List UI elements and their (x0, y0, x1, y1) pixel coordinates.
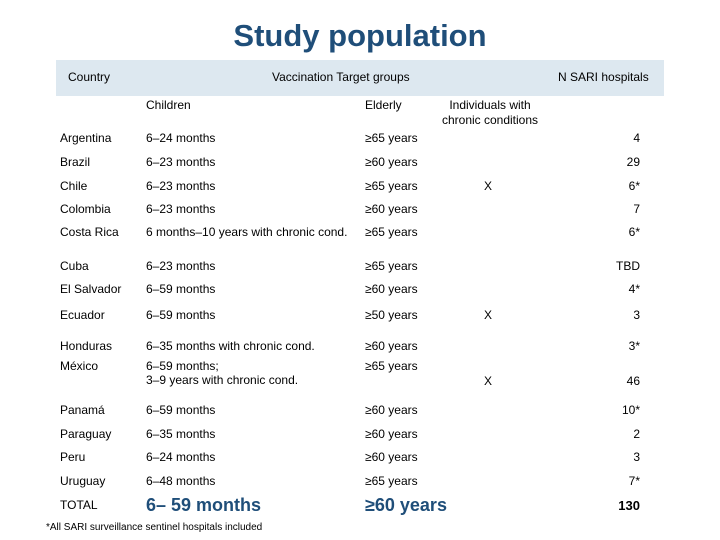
row-children: 6–59 months (146, 403, 216, 417)
row-hospitals: 29 (626, 155, 640, 169)
row-country: Peru (60, 450, 86, 464)
row-hospitals: 4* (628, 282, 640, 296)
row-country: México (60, 359, 99, 373)
row-children: 6–24 months (146, 131, 216, 145)
row-chronic: X (484, 179, 493, 193)
row-country: Cuba (60, 259, 89, 273)
row-hospitals: 7* (628, 474, 640, 488)
row-children: 6–23 months (146, 202, 216, 216)
total-hospitals: 130 (618, 498, 640, 513)
row-children: 6 months–10 years with chronic cond. (146, 225, 348, 239)
row-children: 6–48 months (146, 474, 216, 488)
page-title: Study population (233, 18, 487, 53)
row-elderly: ≥60 years (365, 403, 418, 417)
total-elderly: ≥60 years (365, 495, 447, 515)
row-hospitals: 6* (628, 179, 640, 193)
row-hospitals: 10* (621, 403, 640, 417)
row-elderly: ≥65 years (365, 179, 418, 193)
row-elderly: ≥60 years (365, 450, 418, 464)
row-hospitals: 4 (633, 131, 640, 145)
row-country: Colombia (60, 202, 111, 216)
header-band (56, 60, 664, 96)
row-hospitals: 3 (633, 308, 640, 322)
header-elderly: Elderly (365, 98, 402, 112)
row-elderly: ≥65 years (365, 131, 418, 145)
row-country: Paraguay (60, 427, 112, 441)
row-children: 6–23 months (146, 155, 216, 169)
header-country: Country (68, 70, 111, 84)
row-country: El Salvador (60, 282, 122, 296)
header-children: Children (146, 98, 191, 112)
header-chronic: Individuals with chronic conditions (441, 98, 539, 127)
total-label: TOTAL (60, 498, 98, 512)
row-children: 6–59 months (146, 308, 216, 322)
row-country: Panamá (60, 403, 105, 417)
total-children: 6– 59 months (146, 495, 262, 515)
row-country: Argentina (60, 131, 112, 145)
row-country: Chile (60, 179, 88, 193)
row-hospitals: 6* (628, 225, 640, 239)
row-children-line2: 3–9 years with chronic cond. (146, 373, 299, 387)
header-vaccination-groups: Vaccination Target groups (272, 70, 410, 84)
row-elderly: ≥60 years (365, 282, 418, 296)
row-hospitals: 2 (633, 427, 640, 441)
row-elderly: ≥50 years (365, 308, 418, 322)
row-chronic: X (484, 308, 493, 322)
row-children: 6–35 months with chronic cond. (146, 339, 315, 353)
row-country: Costa Rica (60, 225, 119, 239)
row-children: 6–23 months (146, 259, 216, 273)
row-children: 6–35 months (146, 427, 216, 441)
row-country: Honduras (60, 339, 113, 353)
row-elderly: ≥60 years (365, 339, 418, 353)
row-elderly: ≥60 years (365, 427, 418, 441)
footnote: *All SARI surveillance sentinel hospital… (46, 522, 263, 533)
row-hospitals: 46 (626, 374, 640, 388)
row-hospitals: 3* (628, 339, 640, 353)
row-elderly: ≥60 years (365, 155, 418, 169)
row-hospitals: 7 (633, 202, 640, 216)
row-elderly: ≥60 years (365, 202, 418, 216)
row-hospitals: 3 (633, 450, 640, 464)
row-elderly: ≥65 years (365, 474, 418, 488)
row-country: Uruguay (60, 474, 106, 488)
row-elderly: ≥65 years (365, 259, 418, 273)
row-country: Brazil (60, 155, 91, 169)
row-hospitals: TBD (616, 259, 640, 273)
row-children: 6–24 months (146, 450, 216, 464)
header-sari-hospitals: N SARI hospitals (558, 70, 649, 84)
row-chronic: X (484, 374, 493, 388)
row-elderly: ≥65 years (365, 359, 418, 373)
row-children: 6–59 months (146, 282, 216, 296)
row-elderly: ≥65 years (365, 225, 418, 239)
row-children: 6–23 months (146, 179, 216, 193)
row-country: Ecuador (60, 308, 105, 322)
row-children: 6–59 months; (146, 359, 219, 373)
